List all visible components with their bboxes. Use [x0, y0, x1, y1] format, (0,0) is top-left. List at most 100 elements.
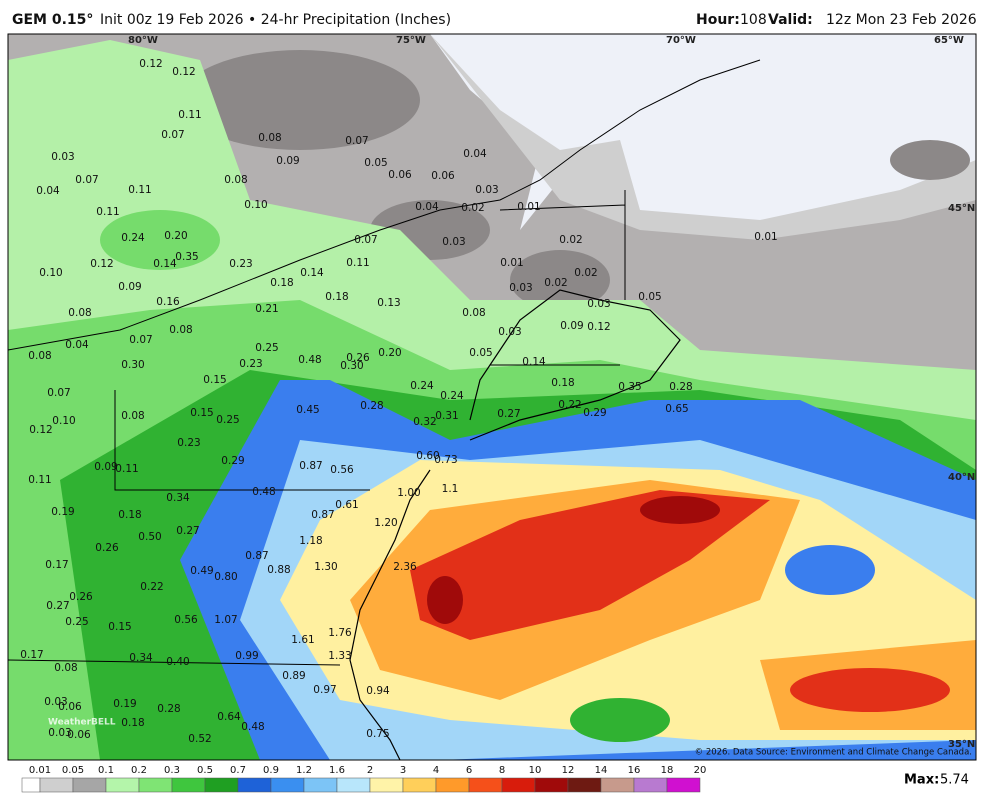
precip-value: 0.30: [340, 360, 363, 372]
precip-value: 0.32: [413, 416, 436, 428]
precip-value: 0.25: [65, 616, 88, 628]
precip-value: 0.12: [587, 321, 610, 333]
precip-value: 0.17: [45, 559, 68, 571]
precip-value: 0.87: [299, 460, 322, 472]
precip-value: 0.21: [255, 303, 278, 315]
colorbar-tick-label: 6: [466, 765, 472, 776]
precip-value: 0.20: [164, 230, 187, 242]
precip-value: 0.03: [44, 696, 67, 708]
precip-value: 0.48: [298, 354, 321, 366]
precip-value: 0.22: [140, 581, 163, 593]
precip-value: 0.19: [113, 698, 136, 710]
precip-value: 0.15: [108, 621, 131, 633]
borders: [8, 59, 761, 666]
precip-value: 0.06: [431, 170, 455, 182]
precip-value: 0.18: [325, 291, 348, 303]
precip-value: 1.00: [397, 487, 420, 499]
map: 0.120.120.110.07 0.08 0.070.040.030.070.09…: [8, 34, 976, 760]
precip-value: 0.08: [54, 662, 77, 674]
precip-red: [410, 490, 770, 640]
colorbar: 0.01 0.05 0.1 0.2 0.3 0.5 0.7 0.9 1.2 1.6 2 3 4 6 8 10 1…: [21, 765, 706, 793]
longitude-label: 65°W: [934, 35, 964, 46]
colorbar-tick-label: 14: [595, 765, 608, 776]
precip-value: 0.06: [388, 169, 412, 181]
precip-value: 0.28: [157, 703, 180, 715]
precip-value: 0.05: [469, 347, 492, 359]
precip-value: 0.05: [638, 291, 661, 303]
precip-value: 0.10: [52, 415, 75, 427]
precip-value: 0.25: [216, 414, 239, 426]
hour-label: Hour:: [696, 12, 740, 28]
colorbar-tick-label: 0.7: [230, 765, 246, 776]
precip-value: 0.04: [65, 339, 89, 351]
precip-green: [100, 210, 220, 270]
precip-value: 1.07: [214, 614, 237, 626]
precip-value: 0.08: [169, 324, 192, 336]
precip-value: 0.64: [217, 711, 241, 723]
precip-value: 0.22: [558, 399, 581, 411]
precip-value: 0.27: [176, 525, 199, 537]
precip-value: 0.31: [435, 410, 458, 422]
precip-value: 1.61: [291, 634, 314, 646]
precip-value: 0.11: [346, 257, 369, 269]
precip-value: 0.17: [20, 649, 43, 661]
precip-value: 0.80: [214, 571, 237, 583]
colorbar-tick-label: 0.2: [131, 765, 147, 776]
precip-value: 0.20: [378, 347, 401, 359]
colorbar-swatch: [600, 777, 635, 793]
precip-value: 0.52: [188, 733, 211, 745]
colorbar-tick-label: 2: [367, 765, 373, 776]
precip-value: 0.09: [276, 155, 299, 167]
precip-value: 0.03: [587, 298, 610, 310]
latitude-label: 35°N: [948, 739, 975, 750]
precip-value: 0.99: [235, 650, 258, 662]
colorbar-swatch: [567, 777, 602, 793]
precip-value: 0.97: [313, 684, 336, 696]
precip-value: 0.23: [229, 258, 252, 270]
logo: WeatherBELL: [48, 718, 116, 728]
map-frame: [7, 33, 977, 761]
precip-value: 0.03: [475, 184, 498, 196]
model: GEM 0.15°: [12, 12, 93, 28]
precip-value: 0.18: [270, 277, 293, 289]
precip-value: 1.20: [374, 517, 397, 529]
precip-value: 0.27: [497, 408, 520, 420]
precip-value: 2.36: [393, 561, 417, 573]
precip-value: 0.07: [161, 129, 184, 141]
precip-value: 0.48: [241, 721, 264, 733]
precip-value: 0.56: [174, 614, 198, 626]
precip-value: 0.10: [244, 199, 267, 211]
colorbar-tick-label: 12: [562, 765, 575, 776]
precip-value: 0.14: [153, 258, 177, 270]
precip-value: 0.11: [28, 474, 51, 486]
valid-label: Valid:: [768, 12, 813, 28]
precip-value: 0.01: [754, 231, 777, 243]
precip-value: 0.07: [354, 234, 377, 246]
precip-value: 0.35: [175, 251, 198, 263]
precip-value: 0.11: [115, 463, 138, 475]
precip-value: 0.16: [156, 296, 180, 308]
precip-value: 0.48: [252, 486, 275, 498]
precip-value: 0.02: [544, 277, 567, 289]
precip-value: 0.26: [95, 542, 119, 554]
precip-value: 0.29: [221, 455, 244, 467]
colorbar-tick-label: 4: [433, 765, 439, 776]
colorbar-swatch: [369, 777, 404, 793]
precip-value: 0.75: [366, 728, 389, 740]
colorbar-tick-label: 0.5: [197, 765, 213, 776]
precip-value: 0.02: [461, 202, 484, 214]
latitude-label: 40°N: [948, 472, 975, 483]
precip-value: 1.18: [299, 535, 322, 547]
max-value: 5.74: [940, 773, 969, 788]
precip-value: 0.03: [48, 727, 71, 739]
precip-value: 0.35: [618, 381, 641, 393]
precip-value: 0.49: [190, 565, 213, 577]
colorbar-swatch: [534, 777, 569, 793]
run-info: Init 00z 19 Feb 2026 • 24-hr Precipitati…: [100, 12, 451, 28]
precip-value: 0.02: [574, 267, 597, 279]
colorbar-tick-label: 10: [529, 765, 542, 776]
precip-dark-red: [640, 496, 720, 524]
colorbar-swatch: [72, 777, 107, 793]
precip-value: 0.11: [178, 109, 201, 121]
